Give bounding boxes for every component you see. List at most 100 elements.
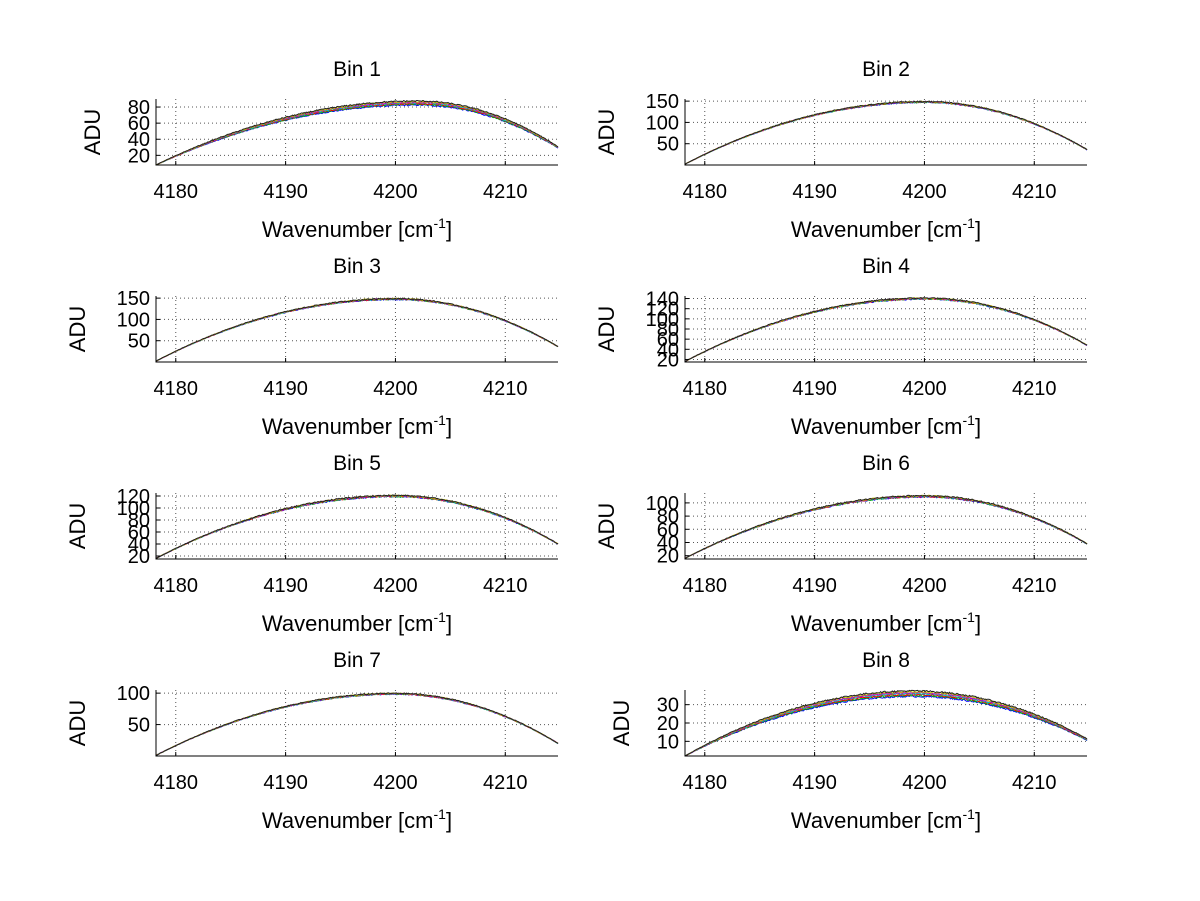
spectrum-series-line xyxy=(684,100,1088,165)
y-tick-label: 40 xyxy=(657,339,679,361)
spectrum-series-line xyxy=(155,692,559,756)
spectrum-series-line xyxy=(155,495,559,559)
x-tick-label: 4190 xyxy=(792,772,837,794)
y-tick-label: 40 xyxy=(128,534,150,556)
subplot-title: Bin 8 xyxy=(862,649,910,672)
y-tick-label: 60 xyxy=(128,522,150,544)
subplot-title: Bin 2 xyxy=(862,58,910,81)
subplot-title: Bin 7 xyxy=(333,649,381,672)
x-axis-label: Wavenumber [cm-1] xyxy=(791,609,981,636)
x-tick-label: 4180 xyxy=(683,772,728,794)
subplot-title: Bin 3 xyxy=(333,255,381,278)
spectrum-series-line xyxy=(684,494,1088,559)
y-axis-label: ADU xyxy=(594,306,619,352)
spectrum-series-line xyxy=(684,297,1088,363)
y-tick-label: 50 xyxy=(128,331,150,353)
subplot-title: Bin 6 xyxy=(862,452,910,475)
spectrum-series-line xyxy=(155,495,559,559)
x-tick-label: 4190 xyxy=(263,378,308,400)
y-tick-label: 100 xyxy=(646,493,679,515)
spectrum-series-line xyxy=(684,100,1088,165)
spectrum-series-line xyxy=(684,100,1088,165)
x-tick-label: 4200 xyxy=(902,378,947,400)
x-tick-label: 4200 xyxy=(373,181,418,203)
spectrum-series-line xyxy=(684,297,1088,363)
y-axis-label: ADU xyxy=(65,503,90,549)
x-tick-label: 4190 xyxy=(792,378,837,400)
x-tick-label: 4200 xyxy=(902,575,947,597)
x-tick-label: 4180 xyxy=(683,575,728,597)
x-tick-label: 4180 xyxy=(154,378,199,400)
spectrum-series-line xyxy=(684,101,1088,165)
y-tick-label: 20 xyxy=(657,546,679,568)
x-tick-label: 4210 xyxy=(483,181,528,203)
spectrum-series-line xyxy=(684,694,1088,757)
axes-frame xyxy=(155,690,558,757)
x-axis-label: Wavenumber [cm-1] xyxy=(262,412,452,439)
spectrum-series-line xyxy=(155,297,559,362)
x-axis-label: Wavenumber [cm-1] xyxy=(791,806,981,833)
y-tick-label: 80 xyxy=(657,319,679,341)
spectrum-series-line xyxy=(684,692,1088,757)
x-tick-label: 4210 xyxy=(483,575,528,597)
spectrum-series-line xyxy=(684,691,1088,757)
spectrum-series-line xyxy=(684,297,1088,363)
x-tick-label: 4210 xyxy=(1012,378,1057,400)
spectrum-series-line xyxy=(684,100,1088,165)
x-tick-label: 4210 xyxy=(1012,181,1057,203)
x-axis-label: Wavenumber [cm-1] xyxy=(262,806,452,833)
spectrum-series-line xyxy=(684,297,1088,362)
x-tick-label: 4210 xyxy=(1012,772,1057,794)
y-tick-label: 150 xyxy=(117,288,150,310)
spectrum-series-line xyxy=(684,689,1088,757)
y-tick-label: 20 xyxy=(128,145,150,167)
y-tick-label: 50 xyxy=(128,715,150,737)
y-tick-label: 60 xyxy=(128,113,150,135)
x-tick-label: 4180 xyxy=(683,181,728,203)
y-tick-label: 20 xyxy=(657,713,679,735)
y-tick-label: 100 xyxy=(117,683,150,705)
subplot-7: 4180 4190 4200 4210 50 100 Bin 7 ADU Wavenumber … xyxy=(65,649,559,833)
y-tick-label: 140 xyxy=(646,289,679,311)
spectrum-series-line xyxy=(684,101,1088,165)
y-tick-label: 30 xyxy=(657,695,679,717)
y-tick-label: 100 xyxy=(646,112,679,134)
x-tick-label: 4190 xyxy=(792,575,837,597)
x-tick-label: 4180 xyxy=(154,181,199,203)
spectrum-series-line xyxy=(684,495,1088,559)
x-axis-label: Wavenumber [cm-1] xyxy=(791,215,981,242)
spectrum-series-line xyxy=(684,100,1088,165)
y-tick-label: 80 xyxy=(128,510,150,532)
y-tick-label: 100 xyxy=(117,309,150,331)
axes-frame xyxy=(155,493,558,560)
y-tick-label: 80 xyxy=(657,506,679,528)
x-tick-label: 4190 xyxy=(263,772,308,794)
x-tick-label: 4190 xyxy=(792,181,837,203)
y-axis-label: ADU xyxy=(609,700,634,746)
y-axis-label: ADU xyxy=(594,109,619,155)
y-tick-label: 120 xyxy=(646,299,679,321)
y-axis-label: ADU xyxy=(65,306,90,352)
y-tick-label: 20 xyxy=(657,349,679,371)
y-tick-label: 120 xyxy=(117,486,150,508)
spectrum-series-line xyxy=(684,494,1088,559)
y-tick-label: 100 xyxy=(117,498,150,520)
y-axis-label: ADU xyxy=(65,700,90,746)
spectrum-series-line xyxy=(684,297,1088,362)
x-axis-label: Wavenumber [cm-1] xyxy=(791,412,981,439)
spectrum-series-line xyxy=(155,297,559,362)
spectrum-series-line xyxy=(155,298,559,362)
spectrum-series-line xyxy=(155,494,559,559)
x-axis-label: Wavenumber [cm-1] xyxy=(262,215,452,242)
spectrum-series-line xyxy=(684,495,1088,559)
y-tick-label: 80 xyxy=(128,97,150,119)
x-tick-label: 4210 xyxy=(483,772,528,794)
x-tick-label: 4180 xyxy=(683,378,728,400)
y-tick-label: 100 xyxy=(646,309,679,331)
spectrum-series-line xyxy=(684,297,1088,362)
subplot-title: Bin 4 xyxy=(862,255,910,278)
